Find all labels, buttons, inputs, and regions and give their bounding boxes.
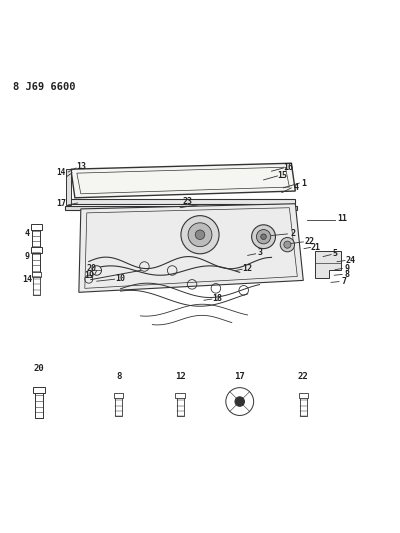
- Text: 12: 12: [175, 372, 186, 381]
- Text: 13: 13: [76, 162, 86, 171]
- Text: 20: 20: [34, 364, 44, 373]
- Bar: [65, 206, 297, 209]
- Text: 23: 23: [182, 197, 192, 206]
- Polygon shape: [79, 204, 303, 292]
- Text: 24: 24: [345, 256, 355, 265]
- Bar: [176, 394, 184, 416]
- Text: 3: 3: [258, 248, 262, 257]
- Text: 22: 22: [298, 372, 309, 381]
- Bar: [31, 247, 42, 253]
- Circle shape: [195, 230, 205, 239]
- Bar: [115, 394, 122, 416]
- Circle shape: [256, 230, 271, 244]
- Text: 15: 15: [277, 172, 287, 181]
- Text: 18: 18: [212, 294, 222, 303]
- Circle shape: [188, 223, 212, 247]
- Text: 1: 1: [302, 179, 306, 188]
- Circle shape: [235, 397, 244, 406]
- Text: 10: 10: [115, 274, 125, 284]
- Polygon shape: [315, 251, 341, 278]
- Bar: [67, 199, 295, 204]
- Bar: [66, 169, 71, 205]
- Bar: [114, 393, 123, 398]
- Text: 9: 9: [25, 253, 30, 262]
- Bar: [32, 226, 40, 252]
- Bar: [300, 394, 307, 416]
- Text: 8: 8: [116, 372, 121, 381]
- Circle shape: [284, 241, 291, 248]
- Bar: [31, 224, 42, 230]
- Text: 22: 22: [304, 237, 314, 246]
- Text: 8: 8: [344, 270, 350, 279]
- Text: 20: 20: [87, 264, 97, 272]
- Bar: [299, 393, 308, 398]
- Circle shape: [280, 238, 294, 252]
- Bar: [33, 273, 40, 295]
- Text: 4: 4: [294, 183, 299, 191]
- Text: 17: 17: [234, 372, 245, 381]
- Text: 16: 16: [283, 163, 293, 172]
- Text: 7: 7: [342, 277, 347, 286]
- Circle shape: [226, 387, 254, 415]
- Text: 9: 9: [344, 264, 350, 272]
- Circle shape: [252, 225, 276, 248]
- Text: 21: 21: [311, 243, 321, 252]
- Polygon shape: [71, 163, 295, 198]
- Text: 14: 14: [56, 168, 66, 177]
- Bar: [176, 393, 185, 398]
- Text: 5: 5: [333, 249, 338, 259]
- Text: 14: 14: [22, 274, 32, 284]
- Bar: [33, 386, 45, 393]
- Text: 11: 11: [337, 214, 347, 223]
- Text: 8 J69 6600: 8 J69 6600: [13, 82, 76, 92]
- Circle shape: [261, 234, 266, 239]
- Circle shape: [181, 216, 219, 254]
- Bar: [32, 272, 41, 277]
- Text: 12: 12: [242, 264, 252, 273]
- Text: 17: 17: [56, 199, 66, 208]
- Bar: [32, 249, 40, 276]
- Text: 4: 4: [25, 229, 30, 238]
- Text: 2: 2: [290, 229, 295, 238]
- Text: 19: 19: [84, 271, 94, 280]
- Bar: [35, 389, 44, 418]
